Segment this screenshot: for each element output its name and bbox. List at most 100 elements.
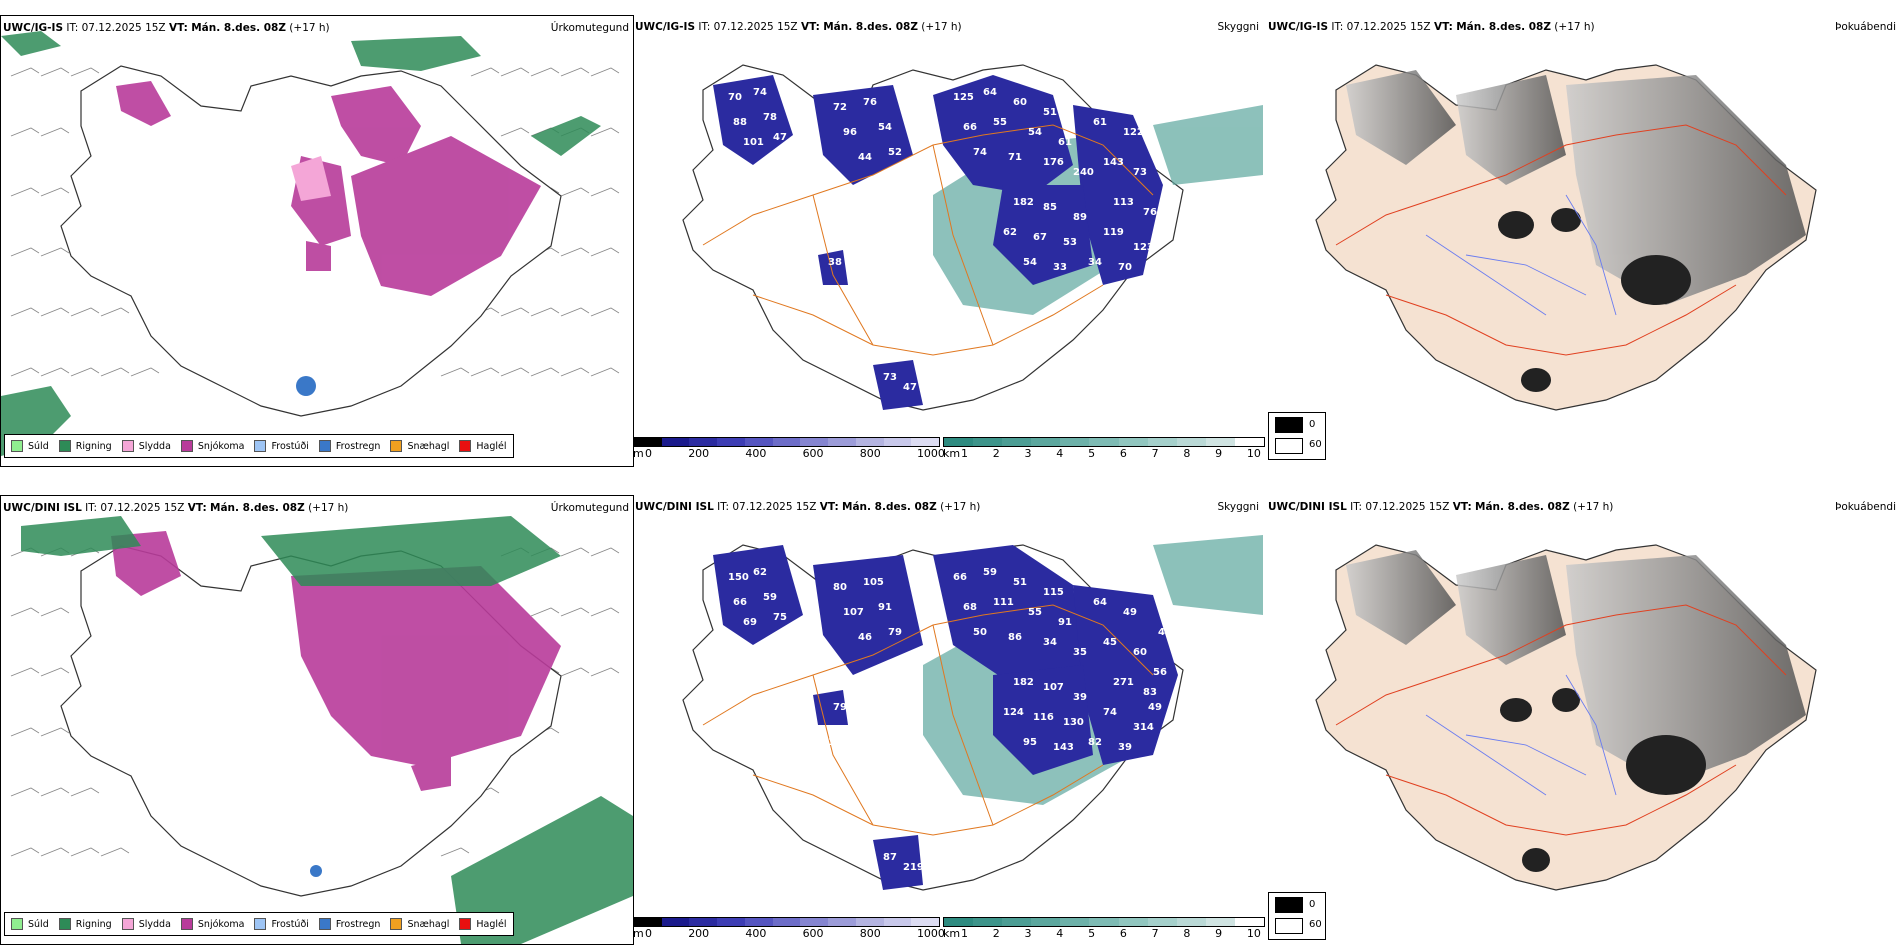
colorbar-segment [717, 918, 745, 926]
colorbar-tick: 5 [1088, 927, 1096, 940]
ceiling-label: 34 [1088, 257, 1102, 268]
colorbar-segment [1147, 438, 1177, 446]
legend-item: Frostúði [254, 918, 309, 930]
colorbar-segment [1060, 438, 1090, 446]
height-colorbar-swatches [633, 437, 940, 447]
ceiling-label: 52 [888, 147, 902, 158]
ceiling-label: 49 [1123, 607, 1137, 618]
visibility-map-row1: 70 74 88 78 101 47 72 76 96 54 44 52 125 64 60 51 66 55 54… [682, 64, 1263, 411]
ceiling-label: 61 [1058, 137, 1072, 148]
freezing-rain-spot [296, 376, 316, 396]
visibility-panel-row2: 150 62 66 59 69 75 80 105 107 91 46 79 66 59 51 115 68 11… [633, 495, 1263, 943]
colorbar-segment [1205, 918, 1235, 926]
rivers [1425, 194, 1617, 316]
ceiling-label: 59 [763, 592, 777, 603]
panel-header: UWC/IG-IS IT: 07.12.2025 15Z VT: Mán. 8.… [1268, 21, 1595, 33]
ceiling-label: 116 [1033, 712, 1054, 723]
ceiling-label: 70 [728, 92, 742, 103]
colorbar-segment [1118, 438, 1148, 446]
ceiling-label: 66 [953, 572, 967, 583]
legend-swatch [121, 440, 134, 452]
ceiling-label: 130 [1063, 717, 1084, 728]
colorbar-tick: 8 [1183, 927, 1191, 940]
ceiling-label: 61 [1093, 117, 1107, 128]
colorbar-segment [911, 438, 940, 446]
ceiling-label: 85 [1043, 202, 1057, 213]
ceiling-label: 44 [858, 152, 872, 163]
legend-swatch [58, 440, 71, 452]
colorbar-segment [855, 438, 884, 446]
ceiling-label: 76 [1143, 207, 1157, 218]
precip-rain-areas [21, 516, 633, 944]
road-network [1335, 604, 1787, 836]
precip-map-row1 [1, 31, 620, 456]
colorbar-segment [744, 438, 773, 446]
colorbar-segment [828, 438, 856, 446]
ceiling-label: 113 [1113, 197, 1134, 208]
legend-item: Slydda [121, 918, 171, 930]
ceiling-label: 39 [1073, 692, 1087, 703]
ceiling-label: 47 [903, 382, 917, 393]
fog-map-row2 [1315, 544, 1817, 891]
freezing-rain-spot [310, 865, 322, 877]
ceiling-label: 55 [993, 117, 1007, 128]
colorbar-segment [772, 438, 801, 446]
colorbar-tick: 6 [1119, 927, 1127, 940]
colorbar-tick: 5 [1088, 447, 1096, 460]
colorbar-tick: 800 [859, 447, 881, 460]
ceiling-label: 66 [963, 122, 977, 133]
panel-title: Skyggni [1217, 501, 1260, 513]
colorbar-tick: 9 [1215, 927, 1223, 940]
legend-swatch [254, 918, 267, 930]
colorbar-tick: 1000 [916, 447, 945, 460]
colorbar-segment [944, 918, 974, 926]
ceiling-label: 33 [1053, 262, 1067, 273]
ceiling-label: 38 [828, 257, 842, 268]
ceiling-label: 95 [1023, 737, 1037, 748]
ceiling-label: 55 [1028, 607, 1042, 618]
ceiling-label: 64 [1093, 597, 1107, 608]
ceiling-labels: 150 62 66 59 69 75 80 105 107 91 46 79 66 59 51 115 68 11… [728, 567, 1184, 873]
colorbar-segment [717, 438, 745, 446]
ceiling-label: 176 [1043, 157, 1064, 168]
colorbar-tick: 800 [859, 927, 881, 940]
precip-legend: Súld Rigning Slydda Snjókoma Frostúði Fr… [4, 434, 514, 458]
colorbar-segment [973, 918, 1003, 926]
ceiling-label: 68 [963, 602, 977, 613]
fog-swatch-high [1275, 438, 1303, 454]
ceiling-label: 91 [1058, 617, 1072, 628]
ceiling-label: 50 [973, 627, 987, 638]
legend-swatch [180, 918, 193, 930]
visibility-unit: km [943, 447, 961, 460]
ceiling-label: 82 [1088, 737, 1102, 748]
colorbar-segment [661, 438, 690, 446]
ceiling-label: 51 [1013, 577, 1027, 588]
ceiling-label: 74 [753, 87, 767, 98]
colorbar-tick: 0 [645, 447, 652, 460]
ceiling-label: 46 [858, 632, 872, 643]
ceiling-label: 314 [1133, 722, 1154, 733]
colorbar-tick: 200 [688, 447, 710, 460]
ceiling-label: 56 [1153, 667, 1167, 678]
height-colorbar-row1: m 0 200 400 600 800 1000 [633, 437, 945, 461]
ceiling-label: 83 [1143, 687, 1157, 698]
ceiling-label: 88 [733, 117, 747, 128]
colorbar-tick: 400 [745, 447, 767, 460]
ceiling-label: 115 [1043, 587, 1064, 598]
ceiling-label: 79 [888, 627, 902, 638]
ceiling-label: 78 [763, 112, 777, 123]
legend-swatch [58, 918, 71, 930]
colorbar-segment [973, 438, 1003, 446]
colorbar-segment [800, 918, 829, 926]
colorbar-segment [1060, 918, 1090, 926]
ceiling-label: 66 [733, 597, 747, 608]
ceiling-label: 79 [833, 702, 847, 713]
ceiling-label: 59 [983, 567, 997, 578]
colorbar-segment [1031, 438, 1061, 446]
ceiling-label: 91 [878, 602, 892, 613]
ceiling-label: 123 [1133, 242, 1154, 253]
fog-legend-row2: 0 60 [1268, 892, 1326, 940]
colorbar-tick: 1000 [916, 927, 945, 940]
ceiling-label: 105 [863, 577, 884, 588]
road-network [702, 604, 1154, 836]
